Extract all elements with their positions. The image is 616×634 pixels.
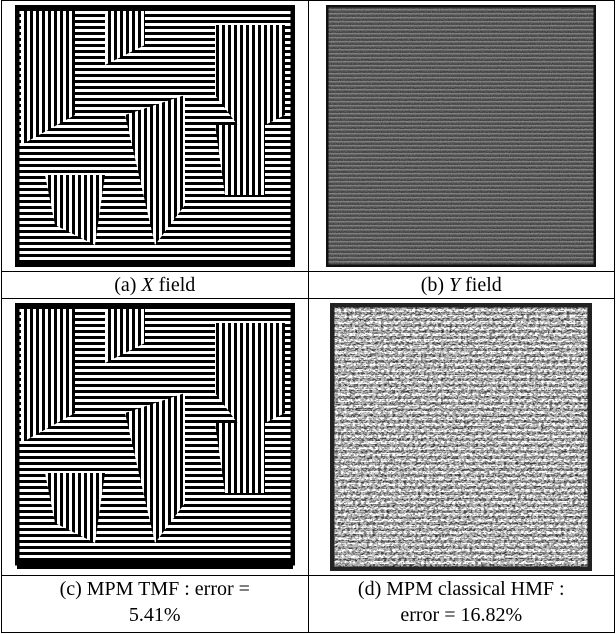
caption-line: (d) MPM classical HMF : [309,576,615,602]
y-field-image [326,5,596,267]
figure-table: (a) X field (b) Y field (c) MPM TMF : er… [1,0,615,633]
caption-line: error = 16.82% [309,602,615,628]
hmf-result-image [330,303,592,571]
caption-text: field [465,274,502,296]
x-field-image [15,5,295,267]
image-cell [308,299,615,576]
image-cell [2,1,309,272]
caption-text: field [159,274,196,296]
image-cell [2,299,309,576]
image-cell [308,1,615,272]
caption: (a) X field [2,272,309,299]
caption: (b) Y field [308,272,615,299]
caption-variable: X [141,274,153,296]
caption-line: (c) MPM TMF : error = [2,576,308,602]
caption: (d) MPM classical HMF :error = 16.82% [308,576,615,633]
caption-label: (a) [114,274,136,296]
tmf-result-image [15,303,295,571]
caption-variable: Y [449,274,460,296]
caption: (c) MPM TMF : error =5.41% [2,576,309,633]
page: (a) X field (b) Y field (c) MPM TMF : er… [0,0,616,634]
caption-label: (b) [421,274,444,296]
caption-line: 5.41% [2,602,308,628]
